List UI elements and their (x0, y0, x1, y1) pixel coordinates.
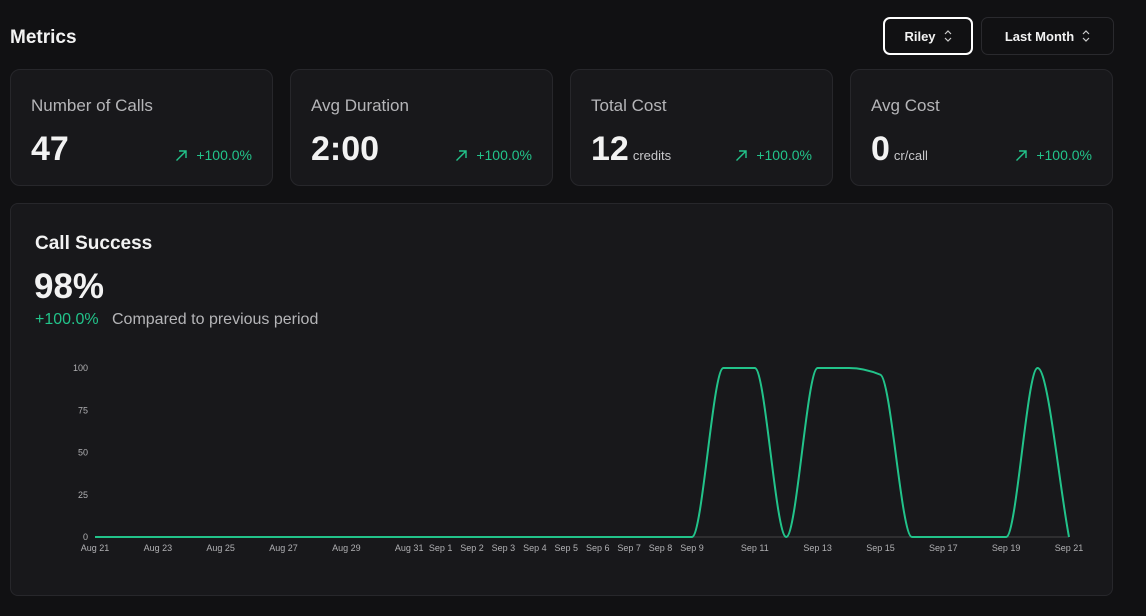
x-tick-label: Sep 6 (586, 543, 610, 553)
trend-up-icon (1016, 149, 1028, 161)
panel-change: +100.0% (35, 311, 99, 328)
x-tick-label: Aug 31 (395, 543, 424, 553)
card-change-text: +100.0% (1036, 147, 1092, 163)
card-value: 0 cr/call (871, 130, 928, 169)
chevron-icon (1082, 30, 1090, 42)
y-tick-label: 100 (73, 363, 88, 373)
card-value: 12 credits (591, 130, 671, 169)
card-change: +100.0% (1015, 147, 1092, 163)
x-tick-label: Sep 21 (1055, 543, 1084, 553)
trend-up-icon (456, 149, 468, 161)
panel-change-note: Compared to previous period (112, 311, 319, 328)
card-unit: credits (632, 148, 672, 163)
card-change-text: +100.0% (476, 147, 532, 163)
x-tick-label: Sep 1 (429, 543, 453, 553)
metric-card: Avg Cost 0 cr/call +100.0% (850, 69, 1113, 186)
line-series (95, 366, 1070, 539)
y-tick-label: 25 (78, 490, 88, 500)
card-label: Total Cost (591, 96, 667, 115)
y-tick-label: 75 (78, 405, 88, 415)
x-tick-label: Sep 13 (803, 543, 832, 553)
x-tick-label: Sep 19 (992, 543, 1021, 553)
x-tick-label: Sep 3 (492, 543, 516, 553)
period-select[interactable]: Last Month (981, 17, 1114, 55)
period-select-label: Last Month (1004, 28, 1075, 44)
card-change: +100.0% (175, 147, 252, 163)
y-tick-label: 50 (78, 448, 88, 458)
card-value: 47 (31, 130, 69, 169)
card-change-text: +100.0% (196, 147, 252, 163)
x-tick-label: Aug 23 (144, 543, 173, 553)
x-tick-label: Aug 27 (269, 543, 298, 553)
panel-value: 98% (34, 267, 105, 306)
metric-card: Number of Calls 47 +100.0% (10, 69, 273, 186)
card-label: Number of Calls (31, 96, 153, 115)
x-tick-label: Aug 25 (206, 543, 235, 553)
card-change: +100.0% (455, 147, 532, 163)
x-tick-label: Sep 5 (555, 543, 579, 553)
card-label: Avg Duration (311, 96, 409, 115)
user-select-label: Riley (904, 28, 936, 44)
metric-card: Avg Duration 2:00 +100.0% (290, 69, 553, 186)
card-change-text: +100.0% (756, 147, 812, 163)
call-success-panel (10, 203, 1113, 596)
card-change: +100.0% (735, 147, 812, 163)
card-number: 12 (591, 130, 629, 168)
x-tick-label: Sep 15 (866, 543, 895, 553)
x-tick-label: Sep 8 (649, 543, 673, 553)
x-tick-label: Sep 9 (680, 543, 704, 553)
x-tick-label: Sep 7 (617, 543, 641, 553)
x-tick-label: Sep 17 (929, 543, 958, 553)
page-title: Metrics (10, 27, 77, 48)
y-tick-label: 0 (83, 532, 88, 542)
x-tick-label: Sep 4 (523, 543, 547, 553)
chevron-icon (944, 30, 951, 42)
x-tick-label: Sep 11 (741, 543, 769, 553)
metric-card: Total Cost 12 credits +100.0% (570, 69, 833, 186)
card-number: 2:00 (311, 130, 380, 168)
card-number: 47 (31, 130, 69, 168)
panel-title: Call Success (35, 233, 153, 254)
trend-up-icon (176, 149, 188, 161)
card-label: Avg Cost (871, 96, 940, 115)
user-select[interactable]: Riley (883, 17, 973, 55)
card-value: 2:00 (311, 130, 379, 169)
x-tick-label: Aug 21 (81, 543, 110, 553)
trend-up-icon (736, 149, 748, 161)
x-tick-label: Aug 29 (332, 543, 361, 553)
card-number: 0 (871, 130, 890, 168)
x-tick-label: Sep 2 (460, 543, 484, 553)
card-unit: cr/call (893, 148, 928, 163)
